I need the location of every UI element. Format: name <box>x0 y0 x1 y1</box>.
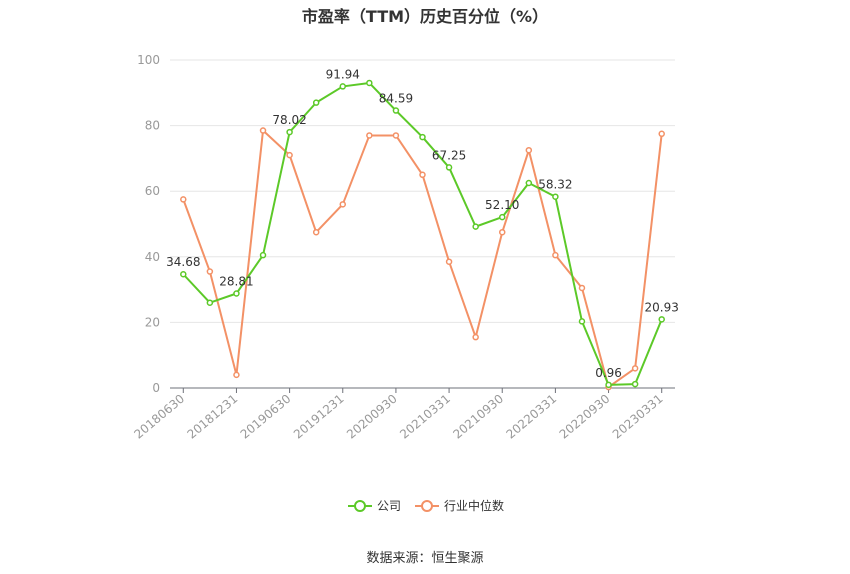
data-label: 91.94 <box>326 67 360 81</box>
industry-median-data-point <box>445 258 453 265</box>
company-data-point <box>445 164 453 171</box>
company-data-point <box>366 79 373 87</box>
y-tick-label: 40 <box>145 250 160 264</box>
company-data-point <box>472 223 479 230</box>
x-tick-label: 20200930 <box>344 392 400 442</box>
x-tick-label: 20190630 <box>238 392 294 442</box>
industry-median-data-point <box>366 132 373 139</box>
industry-median-data-point <box>312 228 320 236</box>
industry-median-data-point <box>498 228 506 236</box>
industry-median-data-point <box>525 146 533 154</box>
data-label: 58.32 <box>538 178 572 192</box>
x-tick-label: 20220331 <box>504 392 560 442</box>
company-data-point <box>552 193 559 200</box>
company-data-point <box>419 133 426 141</box>
data-label: 84.59 <box>379 92 413 106</box>
y-tick-label: 60 <box>145 184 160 198</box>
industry-median-data-point <box>419 171 426 179</box>
company-data-point <box>233 290 240 297</box>
industry-median-data-point <box>286 151 293 159</box>
legend-industry-marker-icon <box>421 500 433 512</box>
company-data-point <box>392 107 400 114</box>
data-label: 67.25 <box>432 148 466 162</box>
data-label: 78.02 <box>272 113 306 127</box>
industry-median-data-point <box>658 130 665 138</box>
company-data-point <box>312 99 320 106</box>
data-source-note: 数据来源：恒生聚源 <box>366 551 484 566</box>
data-label: 20.93 <box>645 300 679 314</box>
data-label: 28.81 <box>219 275 253 289</box>
company-data-point <box>658 316 665 323</box>
industry-median-data-point <box>472 333 479 341</box>
company-series-line <box>182 81 663 386</box>
industry-median-data-point <box>206 268 214 275</box>
x-tick-label: 20180630 <box>131 392 187 442</box>
y-tick-label: 20 <box>145 315 160 329</box>
data-label: 0.96 <box>595 366 622 380</box>
company-data-point <box>180 270 187 278</box>
industry-median-data-point <box>259 127 267 134</box>
company-data-point <box>286 128 293 136</box>
chart-title: 市盈率（TTM）历史百分位（%） <box>301 7 549 26</box>
x-tick-label: 20210331 <box>397 392 453 442</box>
data-label: 52.10 <box>485 198 519 212</box>
company-data-point <box>578 318 586 325</box>
company-data-point <box>259 251 267 259</box>
industry-median-series-line <box>182 129 663 389</box>
industry-median-data-point <box>339 201 347 208</box>
company-data-point <box>339 83 347 90</box>
industry-median-data-point <box>180 196 187 203</box>
y-tick-label: 80 <box>145 119 160 133</box>
legend-company-marker-icon <box>354 500 366 512</box>
y-tick-label: 100 <box>137 53 160 67</box>
company-data-point <box>631 380 639 388</box>
industry-median-data-point <box>631 365 639 372</box>
industry-median-data-point <box>392 132 400 139</box>
data-label: 34.68 <box>166 255 200 269</box>
company-data-point <box>525 179 533 187</box>
legend-industry-label: 行业中位数 <box>444 498 504 513</box>
company-data-point <box>605 381 612 389</box>
x-tick-label: 20210930 <box>450 392 506 442</box>
company-data-point <box>206 299 214 306</box>
x-tick-label: 20181231 <box>185 392 241 442</box>
y-tick-label: 0 <box>152 381 160 395</box>
industry-median-data-point <box>233 371 240 379</box>
company-data-point <box>498 213 506 221</box>
x-tick-label: 20191231 <box>291 392 347 442</box>
legend-company-label: 公司 <box>377 499 401 513</box>
industry-median-data-point <box>578 284 586 292</box>
industry-median-data-point <box>552 251 559 259</box>
x-tick-label: 20230331 <box>610 392 666 442</box>
x-tick-label: 20220930 <box>557 392 613 442</box>
